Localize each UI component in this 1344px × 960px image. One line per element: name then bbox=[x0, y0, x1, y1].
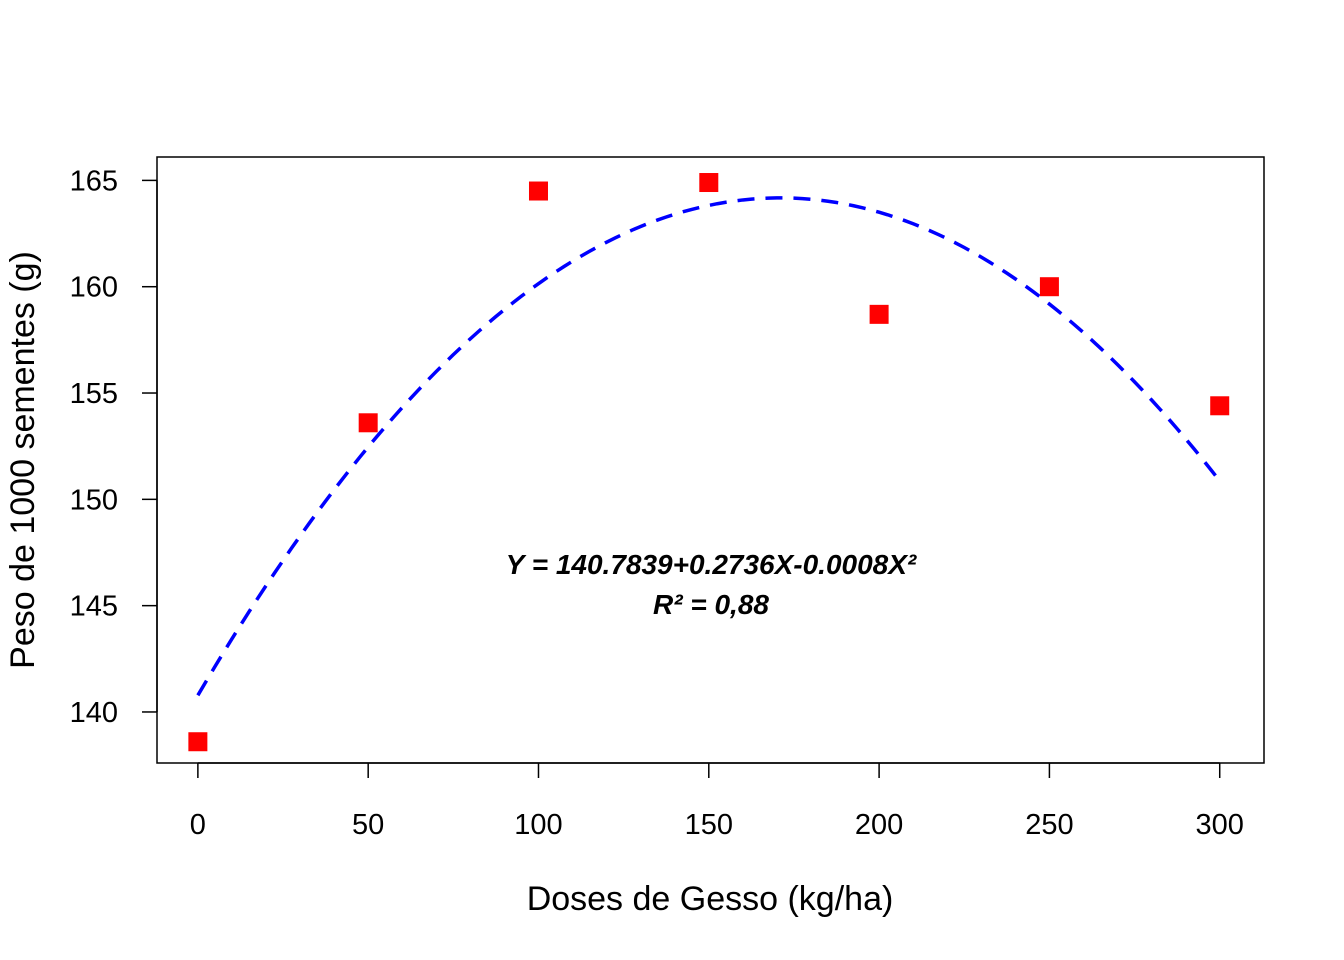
data-point bbox=[1210, 396, 1230, 416]
x-axis: 0 50 100 150 200 250 300 bbox=[190, 762, 1244, 841]
x-axis-title: Doses de Gesso (kg/ha) bbox=[527, 880, 894, 918]
y-tick-label: 165 bbox=[70, 165, 118, 197]
data-point bbox=[358, 413, 378, 433]
equation-annotation: Y = 140.7839+0.2736X-0.0008X² bbox=[506, 549, 917, 580]
y-tick-label: 150 bbox=[70, 484, 118, 516]
data-point bbox=[869, 304, 889, 324]
x-tick-label: 100 bbox=[514, 809, 562, 841]
y-tick-label: 145 bbox=[70, 591, 118, 623]
fit-curve-layer bbox=[196, 196, 1222, 697]
data-point bbox=[188, 732, 208, 752]
r-squared-annotation: R² = 0,88 bbox=[653, 589, 769, 620]
y-tick-label: 140 bbox=[70, 697, 118, 729]
y-tick-label: 155 bbox=[70, 378, 118, 410]
data-points-layer bbox=[188, 173, 1230, 752]
x-tick-label: 200 bbox=[855, 809, 903, 841]
plot-frame bbox=[156, 156, 1265, 764]
fit-curve bbox=[196, 196, 1222, 697]
x-tick-label: 300 bbox=[1196, 809, 1244, 841]
x-tick-label: 150 bbox=[685, 809, 733, 841]
x-tick-label: 0 bbox=[190, 809, 206, 841]
x-tick-label: 50 bbox=[352, 809, 384, 841]
x-tick-label: 250 bbox=[1025, 809, 1073, 841]
y-axis: 140 145 150 155 160 165 bbox=[70, 165, 158, 729]
y-axis-title: Peso de 1000 sementes (g) bbox=[4, 251, 42, 669]
y-tick-label: 160 bbox=[70, 272, 118, 304]
data-point bbox=[528, 181, 548, 201]
data-point bbox=[1039, 277, 1059, 297]
data-point bbox=[699, 173, 719, 193]
